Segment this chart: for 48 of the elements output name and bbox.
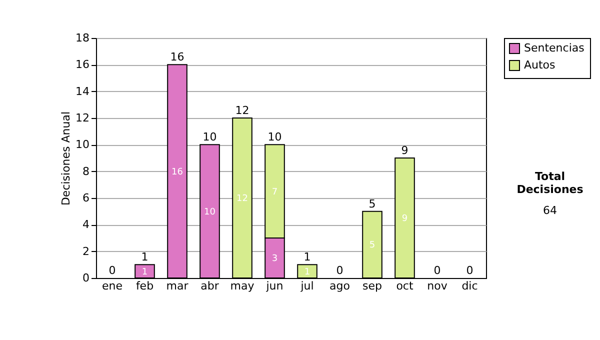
x-tick-label: abr [200,280,220,292]
y-tick-label: 0 [82,272,90,284]
total-label: 5 [368,197,376,210]
total-label: 10 [268,130,282,144]
y-tick-label: 14 [76,84,90,98]
x-tick-label: oct [396,280,414,292]
x-tick-label: dic [462,280,478,292]
data-label: 9 [402,214,408,224]
data-label: 16 [172,167,184,178]
data-label: 3 [272,254,278,264]
total-label: 12 [235,104,250,117]
y-tick-label: 12 [76,112,90,124]
x-tick-label: feb [136,280,154,292]
text: 64 [542,204,558,217]
data-label: 12 [236,194,248,204]
y-axis-title: Decisiones Anual [60,111,73,206]
y-tick-label: 8 [82,164,90,178]
y-tick-label: 6 [82,192,90,204]
x-tick-label: jul [300,280,314,292]
data-label: 7 [272,187,278,198]
x-tick-label: jun [265,280,284,292]
legend-label: Autos [524,58,556,72]
total-label: 0 [466,264,474,277]
y-tick-label: 4 [82,218,90,232]
data-label: 1 [142,267,148,278]
y-tick-label: 2 [82,244,90,258]
total-label: 0 [434,264,441,277]
x-tick-label: mar [166,280,189,292]
data-label: 5 [369,240,376,251]
x-tick-label: nov [427,280,448,292]
data-label: 1 [304,267,310,278]
total-label: 16 [170,50,184,64]
y-tick-label: 16 [76,58,90,72]
total-label: 10 [202,130,217,144]
total-label: 9 [401,144,408,157]
x-tick-label: sep [362,280,382,292]
y-tick-label: 10 [76,138,90,152]
x-tick-label: ene [102,280,123,292]
x-tick-label: ago [330,280,350,292]
text: Total Decisiones [516,170,584,196]
y-tick-label: 18 [76,32,90,44]
data-label: 10 [204,207,216,218]
legend-label: Sentencias [524,42,585,54]
total-label: 0 [336,264,344,277]
total-label: 1 [141,250,148,264]
x-tick-label: may [230,280,255,292]
total-label: 1 [304,250,311,264]
total-label: 0 [108,264,116,277]
